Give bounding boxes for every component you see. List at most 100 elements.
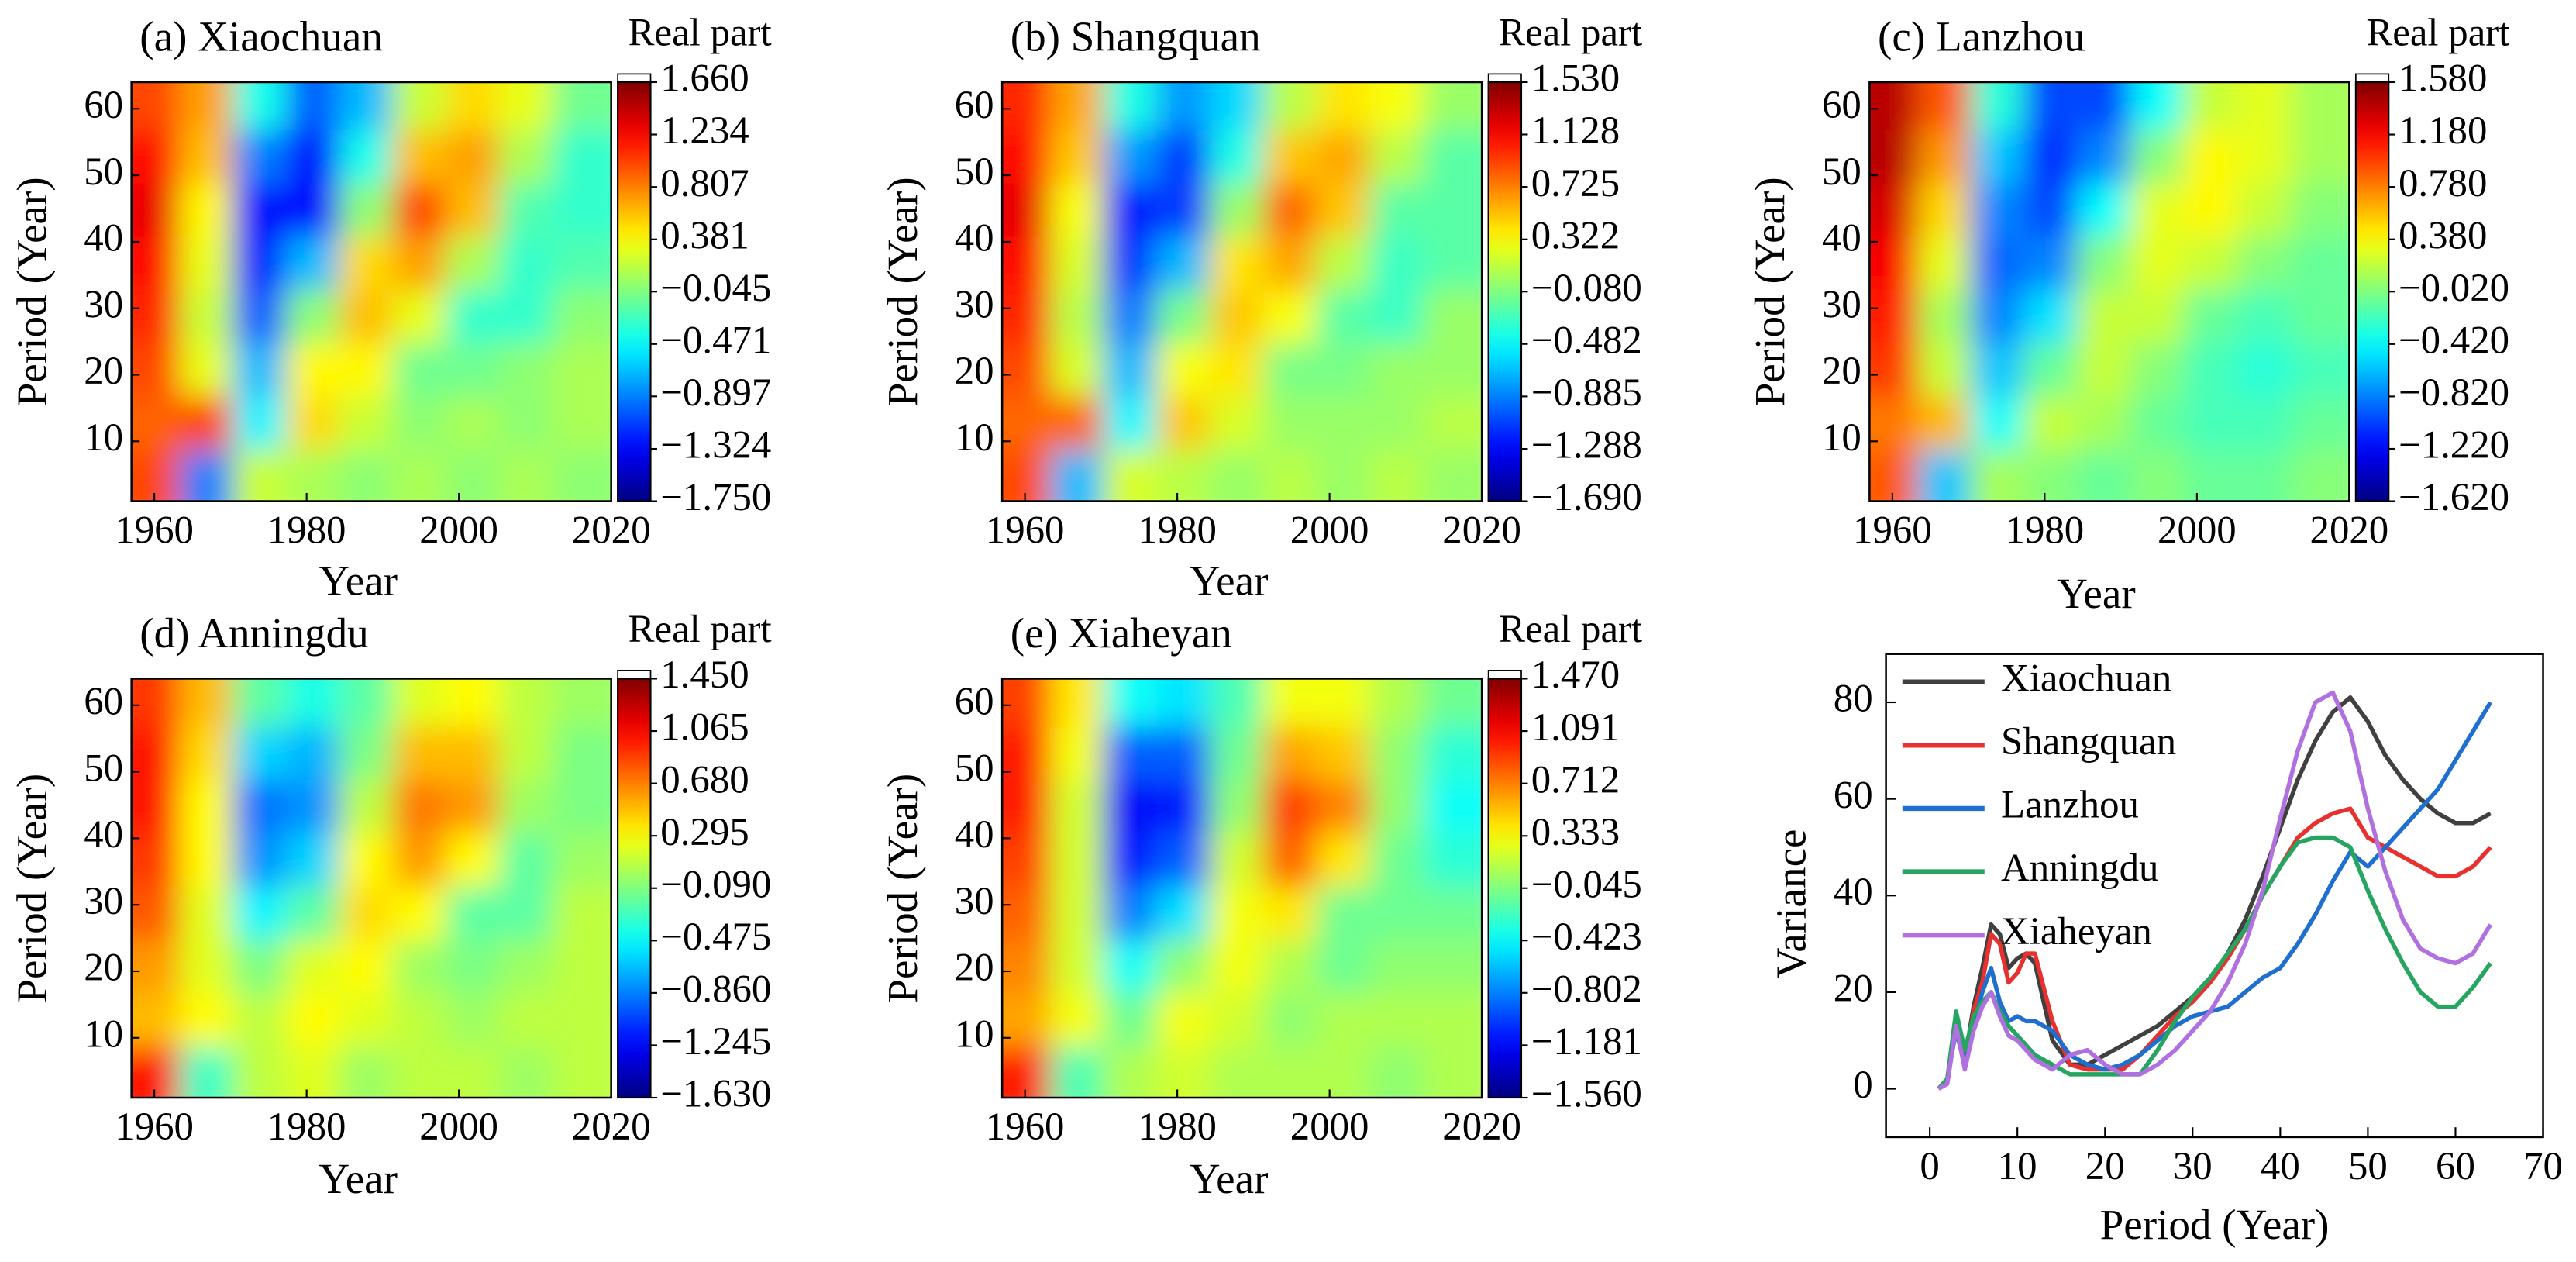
heatmap-cell — [1002, 723, 1054, 781]
heatmap-cell — [1156, 286, 1214, 343]
x-tick-label: 0 — [1920, 1145, 1939, 1188]
x-tick-label: 1960 — [115, 509, 194, 553]
colorbar-cap — [1487, 670, 1522, 680]
heatmap-cell — [1369, 883, 1427, 940]
heatmap-cell — [1423, 723, 1483, 781]
heatmap-cell — [285, 989, 343, 1046]
heatmap-cell — [2077, 233, 2134, 291]
x-axis-label: Year — [1190, 557, 1269, 604]
heatmap-cell — [1263, 1043, 1321, 1098]
heatmap-cell — [1263, 81, 1321, 131]
heatmap-cell — [2184, 286, 2241, 343]
heatmap-cell — [179, 723, 236, 781]
heatmap-cell — [1156, 936, 1214, 993]
colorbar-tick-label: 0.380 — [2399, 214, 2487, 257]
heatmap-cell — [285, 829, 343, 887]
heatmap-cell — [1049, 180, 1107, 237]
heatmap-cell — [1156, 340, 1214, 397]
heatmap-cell — [2130, 340, 2188, 397]
colorbar-tick-label: −0.423 — [1531, 915, 1642, 959]
heatmap-cell — [392, 1043, 449, 1098]
y-tick-label: 50 — [1822, 150, 1861, 194]
heatmap — [1002, 678, 1483, 1098]
heatmap-cell — [285, 81, 343, 131]
heatmap-cell — [232, 393, 290, 450]
x-tick-label: 1980 — [267, 1105, 346, 1149]
heatmap-cell — [1917, 126, 1975, 184]
heatmap-cell — [2290, 446, 2350, 502]
heatmap-cell — [1316, 777, 1373, 833]
heatmap-cell — [1970, 180, 2027, 237]
heatmap-cell — [2130, 286, 2188, 343]
heatmap-cell — [131, 883, 183, 940]
heatmap-cell — [2023, 126, 2081, 184]
heatmap-cell — [285, 180, 343, 237]
heatmap-cell — [499, 446, 556, 502]
heatmap-cell — [1369, 286, 1427, 343]
y-tick-label: 30 — [955, 283, 994, 326]
heatmap-cell — [446, 989, 503, 1046]
heatmap-cell — [131, 233, 183, 291]
heatmap-cell — [339, 883, 396, 940]
heatmap-cell — [1049, 1043, 1107, 1098]
heatmap-cell — [1103, 286, 1160, 343]
x-tick-label: 2000 — [1290, 1105, 1369, 1149]
heatmap-cell — [2023, 233, 2081, 291]
series-line — [1937, 690, 2493, 1091]
y-tick-label: 60 — [84, 84, 123, 127]
heatmap-cell — [1316, 829, 1373, 887]
y-tick-label: 20 — [1834, 967, 1873, 1011]
x-tick-label: 2020 — [1442, 1105, 1521, 1149]
heatmap-cell — [339, 126, 396, 184]
heatmap-cell — [2023, 180, 2081, 237]
heatmap-cell — [1917, 340, 1975, 397]
heatmap-cell — [232, 340, 290, 397]
heatmap-cell — [285, 233, 343, 291]
heatmap-cell — [179, 1043, 236, 1098]
heatmap-cell — [1869, 233, 1921, 291]
heatmap-cell — [552, 723, 611, 781]
y-tick-label: 60 — [955, 84, 994, 127]
colorbar-tick-label: −0.897 — [660, 371, 771, 415]
heatmap-cell — [131, 989, 183, 1046]
colorbar-tick-label: 1.128 — [1531, 109, 1620, 153]
heatmap-cell — [1369, 723, 1427, 781]
series-line — [1937, 695, 2492, 1091]
heatmap-cell — [2077, 340, 2134, 397]
heatmap-cell — [179, 678, 236, 727]
heatmap-cell — [179, 180, 236, 237]
heatmap-cell — [1263, 777, 1321, 833]
colorbar-tick-label: 1.660 — [660, 57, 749, 101]
heatmap-cell — [285, 446, 343, 502]
x-axis-label: Year — [319, 557, 398, 604]
heatmap-cell — [499, 883, 556, 940]
heatmap-cell — [1002, 883, 1054, 940]
heatmap-cell — [1917, 81, 1975, 131]
colorbar — [617, 678, 652, 1099]
heatmap-cell — [1423, 446, 1483, 502]
heatmap-cell — [552, 883, 611, 940]
heatmap-cell — [1156, 678, 1214, 727]
colorbar-tick-label: −1.690 — [1531, 476, 1642, 519]
heatmap-cell — [552, 180, 611, 237]
y-tick-label: 60 — [1822, 84, 1861, 127]
heatmap-cell — [285, 340, 343, 397]
heatmap-cell — [1369, 829, 1427, 887]
legend-label: Xiaheyan — [2001, 910, 2152, 953]
heatmap-cell — [179, 829, 236, 887]
heatmap-cell — [1156, 393, 1214, 450]
heatmap-cell — [1210, 678, 1267, 727]
heatmap-cell — [179, 81, 236, 131]
heatmap-cells — [1002, 81, 1483, 502]
heatmap-cell — [2184, 81, 2241, 131]
heatmap-cell — [285, 723, 343, 781]
heatmap-cell — [499, 678, 556, 727]
heatmap-cell — [232, 936, 290, 993]
heatmap-cell — [1423, 233, 1483, 291]
heatmap-cell — [392, 286, 449, 343]
heatmap-cell — [392, 883, 449, 940]
colorbar-label: Real part — [1499, 11, 1642, 54]
y-tick-label: 60 — [955, 680, 994, 723]
y-tick-label: 20 — [955, 946, 994, 990]
heatmap-cell — [1869, 81, 1921, 131]
